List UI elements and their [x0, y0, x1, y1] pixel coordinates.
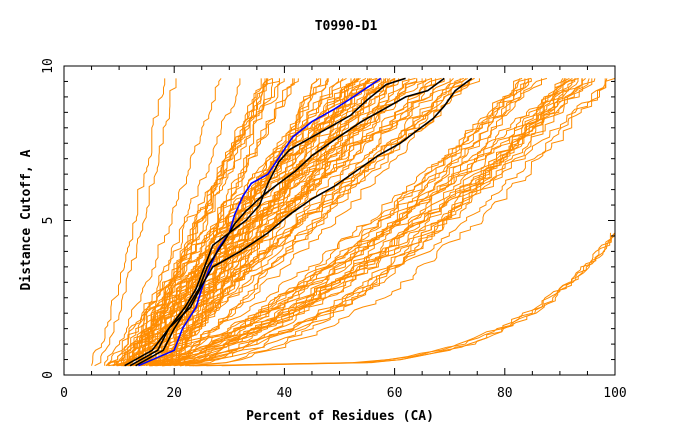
x-tick-label: 40	[277, 386, 293, 401]
model-series-line	[114, 78, 356, 366]
model-series-line	[117, 78, 423, 367]
model-series-line	[149, 78, 583, 367]
model-series-line	[133, 78, 526, 367]
model-series-line	[185, 78, 608, 367]
model-series-line	[162, 78, 295, 366]
model-series-line	[174, 78, 451, 367]
model-series-line	[180, 78, 542, 366]
model-series-line	[146, 78, 445, 366]
model-series-line	[104, 78, 222, 366]
model-series-line	[161, 78, 529, 367]
y-axis-label: Distance Cutoff, A	[19, 149, 34, 290]
highlight-series-line	[138, 77, 382, 367]
model-series-line	[129, 78, 273, 366]
model-series-line	[150, 78, 432, 366]
model-series-line	[169, 78, 521, 367]
x-tick-label: 100	[603, 386, 626, 401]
model-series-line	[139, 78, 268, 366]
model-series-line	[221, 232, 616, 367]
model-series-line	[91, 78, 166, 366]
model-series-line	[192, 78, 566, 367]
x-tick-label: 80	[497, 386, 513, 401]
model-series-line	[122, 78, 418, 367]
series-layer	[91, 77, 616, 367]
highlight-series-line	[124, 77, 473, 367]
model-series-line	[124, 78, 400, 367]
y-tick-label: 5	[41, 217, 56, 225]
model-series-line	[148, 78, 590, 367]
model-series-line	[176, 77, 464, 366]
model-series-line	[163, 78, 389, 366]
model-series-line	[163, 77, 570, 367]
model-series-line	[152, 78, 567, 367]
model-series-line	[151, 77, 433, 366]
model-series-line	[105, 78, 241, 367]
model-series-line	[116, 78, 339, 367]
axis-layer: 0 20 40 60 80 100 0 5 10	[41, 58, 627, 401]
y-tick-label: 0	[41, 371, 56, 379]
model-series-line	[125, 77, 361, 367]
model-series-line	[154, 78, 532, 367]
y-tick-label: 10	[41, 58, 56, 74]
model-series-line	[195, 232, 616, 367]
x-tick-label: 20	[166, 386, 182, 401]
model-series-line	[122, 78, 377, 367]
model-series-line	[189, 232, 616, 367]
model-series-line	[179, 77, 523, 367]
model-series-line	[160, 78, 480, 366]
highlight-layer	[124, 77, 473, 367]
x-axis-label: Percent of Residues (CA)	[246, 409, 434, 424]
model-series-line	[94, 78, 177, 367]
model-series-line	[150, 78, 606, 367]
x-tick-label: 60	[387, 386, 403, 401]
model-series-line	[152, 77, 475, 367]
model-series-line	[116, 78, 583, 367]
model-series-line	[206, 232, 611, 367]
x-tick-label: 0	[60, 386, 68, 401]
highlight-series-line	[129, 77, 406, 367]
model-series-line	[146, 78, 461, 366]
model-series-line	[143, 77, 442, 366]
model-series-line	[179, 78, 318, 366]
model-series-line	[121, 78, 593, 367]
chart-title: T0990-D1	[315, 19, 378, 34]
model-series-line	[132, 78, 586, 367]
model-series-line	[168, 78, 359, 366]
highlight-series-line	[135, 77, 445, 367]
model-series-line	[180, 78, 565, 367]
